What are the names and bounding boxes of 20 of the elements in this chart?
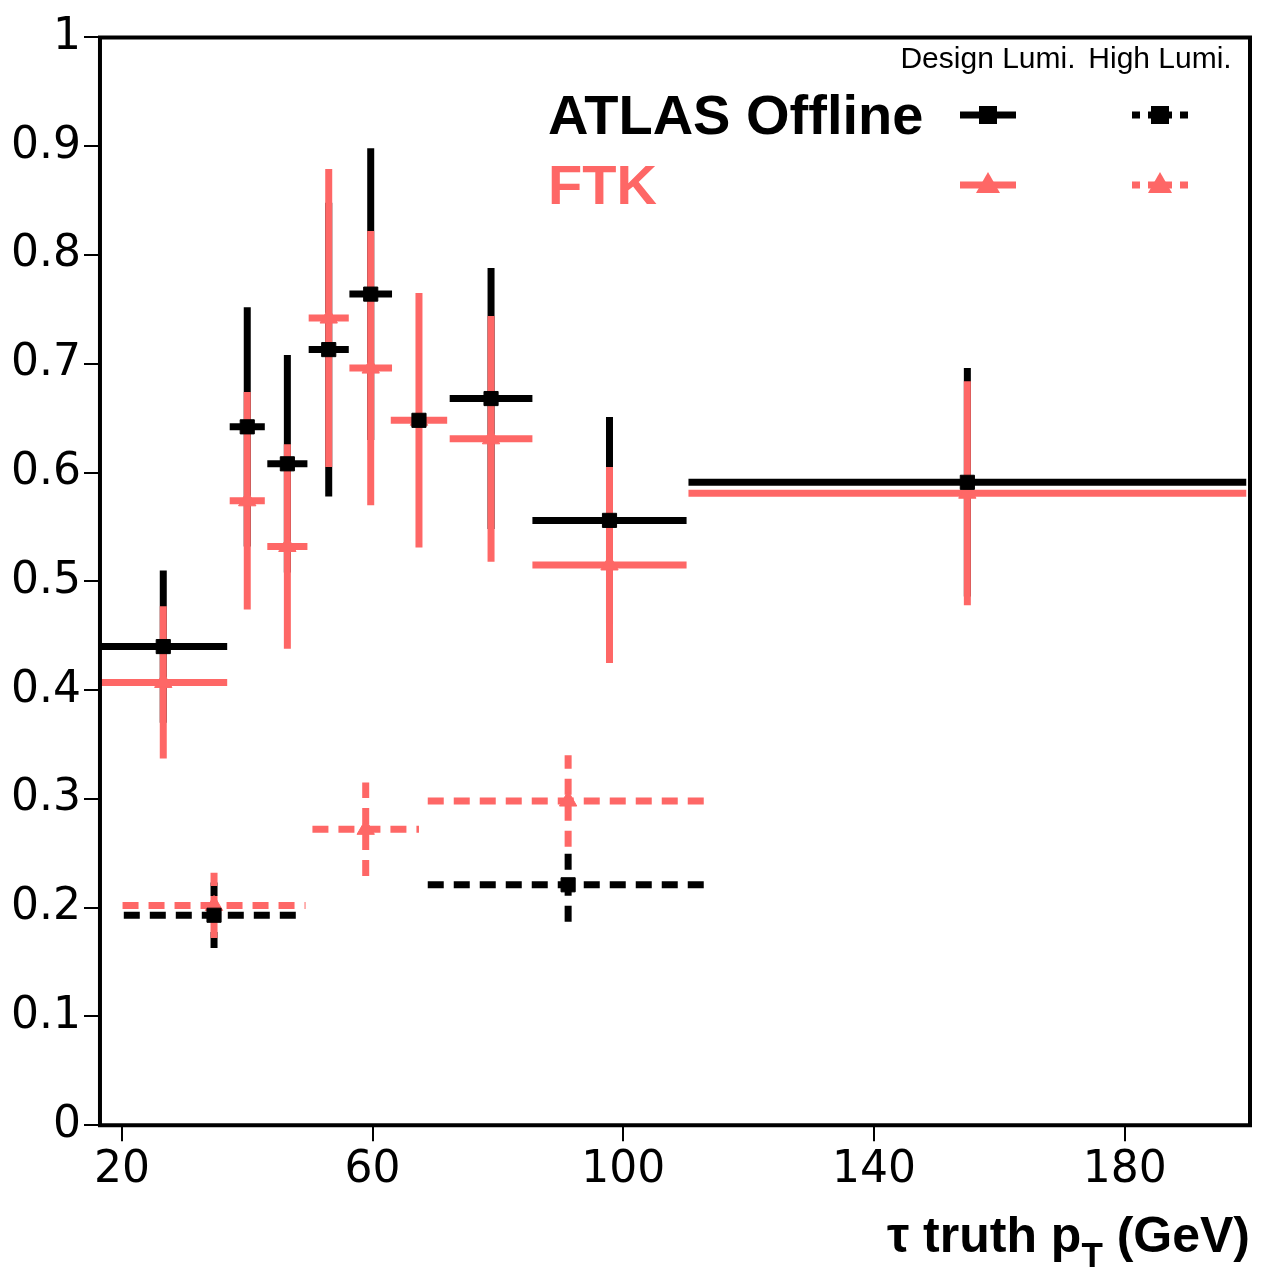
- y-tick-label: 0.5: [10, 551, 81, 603]
- annotation: Design Lumi.: [899, 41, 1077, 76]
- y-tick-label: 0.9: [10, 116, 81, 168]
- y-tick-label: 0.4: [10, 660, 81, 712]
- y-tick-label: 0.6: [10, 442, 81, 494]
- x-tick-label: 180: [1082, 1141, 1167, 1193]
- y-tick-label: 0: [52, 1095, 81, 1147]
- legend-label: ATLAS Offline: [547, 82, 924, 149]
- text: FTK: [547, 152, 657, 219]
- annotation: High Lumi.: [1088, 41, 1232, 75]
- x-tick-label: 140: [831, 1141, 916, 1193]
- y-tick-label: 0.3: [10, 769, 81, 821]
- y-tick-label: 1: [52, 7, 81, 59]
- x-tick-label: 20: [93, 1141, 150, 1193]
- y-tick-label: 0.2: [10, 878, 81, 930]
- y-tick-label: 0.1: [10, 986, 81, 1038]
- x-tick-label: 60: [344, 1141, 401, 1193]
- y-tick-label: 0.8: [10, 225, 81, 277]
- x-tick-label: 100: [581, 1141, 666, 1193]
- y-tick-label: 0.7: [10, 334, 81, 386]
